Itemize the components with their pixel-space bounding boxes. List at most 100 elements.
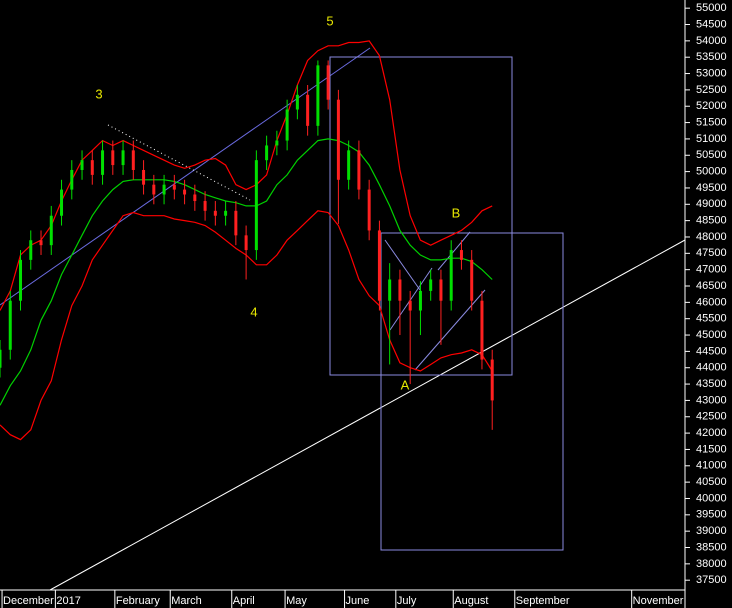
y-tick-label: 39000 — [696, 525, 727, 537]
candle-body — [357, 150, 361, 190]
y-tick-label: 38000 — [696, 558, 727, 570]
candle-body — [121, 150, 125, 166]
x-tick-label: June — [346, 595, 370, 607]
candle-body — [142, 169, 146, 185]
x-tick-label: March — [171, 595, 202, 607]
box — [380, 232, 564, 551]
candle-body — [275, 140, 279, 146]
y-tick-label: 47500 — [696, 247, 727, 259]
y-tick-label: 52500 — [696, 84, 727, 96]
y-tick-label: 49500 — [696, 182, 727, 194]
y-tick-label: 48000 — [696, 231, 727, 243]
x-tick-label: May — [286, 595, 307, 607]
y-tick-label: 43000 — [696, 394, 727, 406]
y-tick-label: 53000 — [696, 67, 727, 79]
candle-body — [0, 349, 2, 368]
y-tick-label: 51000 — [696, 133, 727, 145]
candle-body — [265, 145, 269, 161]
candle-body — [183, 189, 187, 195]
channel-line — [384, 239, 421, 291]
candle-body — [398, 279, 402, 301]
candle-body — [285, 109, 289, 141]
band-line — [0, 138, 493, 406]
x-axis-band — [0, 590, 685, 608]
candle-body — [295, 94, 299, 110]
y-tick-label: 48500 — [696, 215, 727, 227]
y-tick-label: 37500 — [696, 574, 727, 586]
candle-body — [418, 290, 422, 311]
annotation: 5 — [326, 13, 333, 28]
candle-body — [429, 279, 433, 291]
y-tick-label: 54000 — [696, 35, 727, 47]
y-tick-label: 46500 — [696, 280, 727, 292]
candle-body — [203, 201, 207, 211]
candle-body — [193, 194, 197, 202]
candle-body — [326, 65, 330, 100]
candle-body — [19, 259, 23, 301]
candle-body — [347, 150, 351, 180]
y-tick-label: 44500 — [696, 345, 727, 357]
x-tick-label: April — [233, 595, 255, 607]
candle-body — [377, 230, 381, 301]
x-tick-label: November — [633, 595, 684, 607]
candle-body — [244, 235, 248, 251]
x-tick-label: 2017 — [56, 595, 80, 607]
candle-body — [306, 94, 310, 126]
candle-body — [439, 279, 443, 301]
y-tick-label: 42500 — [696, 411, 727, 423]
y-tick-label: 55000 — [696, 2, 727, 14]
candle-body — [152, 184, 156, 195]
annotation: 4 — [250, 304, 257, 319]
candle-body — [172, 184, 176, 190]
x-tick-label: December — [3, 595, 54, 607]
y-tick-label: 54500 — [696, 18, 727, 30]
y-tick-label: 46000 — [696, 296, 727, 308]
y-tick-label: 41500 — [696, 443, 727, 455]
y-tick-label: 40500 — [696, 476, 727, 488]
y-tick-label: 40000 — [696, 492, 727, 504]
y-tick-label: 47000 — [696, 264, 727, 276]
x-tick-label: July — [397, 595, 417, 607]
y-tick-label: 45000 — [696, 329, 727, 341]
candle-body — [408, 300, 412, 311]
candle-body — [490, 359, 494, 401]
candle-body — [39, 240, 43, 246]
candle-body — [29, 240, 33, 260]
y-tick-label: 44000 — [696, 362, 727, 374]
drawings — [0, 47, 686, 591]
dotted-line — [107, 124, 251, 201]
candle-body — [111, 150, 115, 166]
candle-body — [162, 184, 166, 195]
y-tick-label: 50000 — [696, 166, 727, 178]
y-tick-label: 52000 — [696, 100, 727, 112]
y-tick-label: 53500 — [696, 51, 727, 63]
candle-body — [480, 300, 484, 360]
candle-body — [367, 189, 371, 231]
candle-body — [131, 150, 135, 170]
y-tick-label: 39500 — [696, 509, 727, 521]
candle-body — [49, 215, 53, 246]
y-tick-label: 45500 — [696, 313, 727, 325]
channel-line — [389, 267, 433, 331]
candle-body — [459, 250, 463, 260]
candle-body — [254, 160, 258, 251]
candle-body — [388, 279, 392, 301]
annotation: A — [401, 377, 410, 392]
y-tick-label: 38500 — [696, 541, 727, 553]
candle-body — [224, 210, 228, 216]
trend-line — [49, 239, 686, 591]
y-tick-label: 43500 — [696, 378, 727, 390]
y-tick-label: 42000 — [696, 427, 727, 439]
candle-body — [60, 189, 64, 216]
x-tick-label: September — [516, 595, 570, 607]
candle-body — [336, 99, 340, 180]
channel-line — [414, 289, 486, 371]
candle-body — [449, 250, 453, 301]
candle-body — [470, 259, 474, 301]
channel-line — [437, 231, 471, 271]
candle-body — [70, 169, 74, 190]
candle-body — [101, 150, 105, 175]
candle-body — [213, 210, 217, 216]
y-tick-label: 50500 — [696, 149, 727, 161]
